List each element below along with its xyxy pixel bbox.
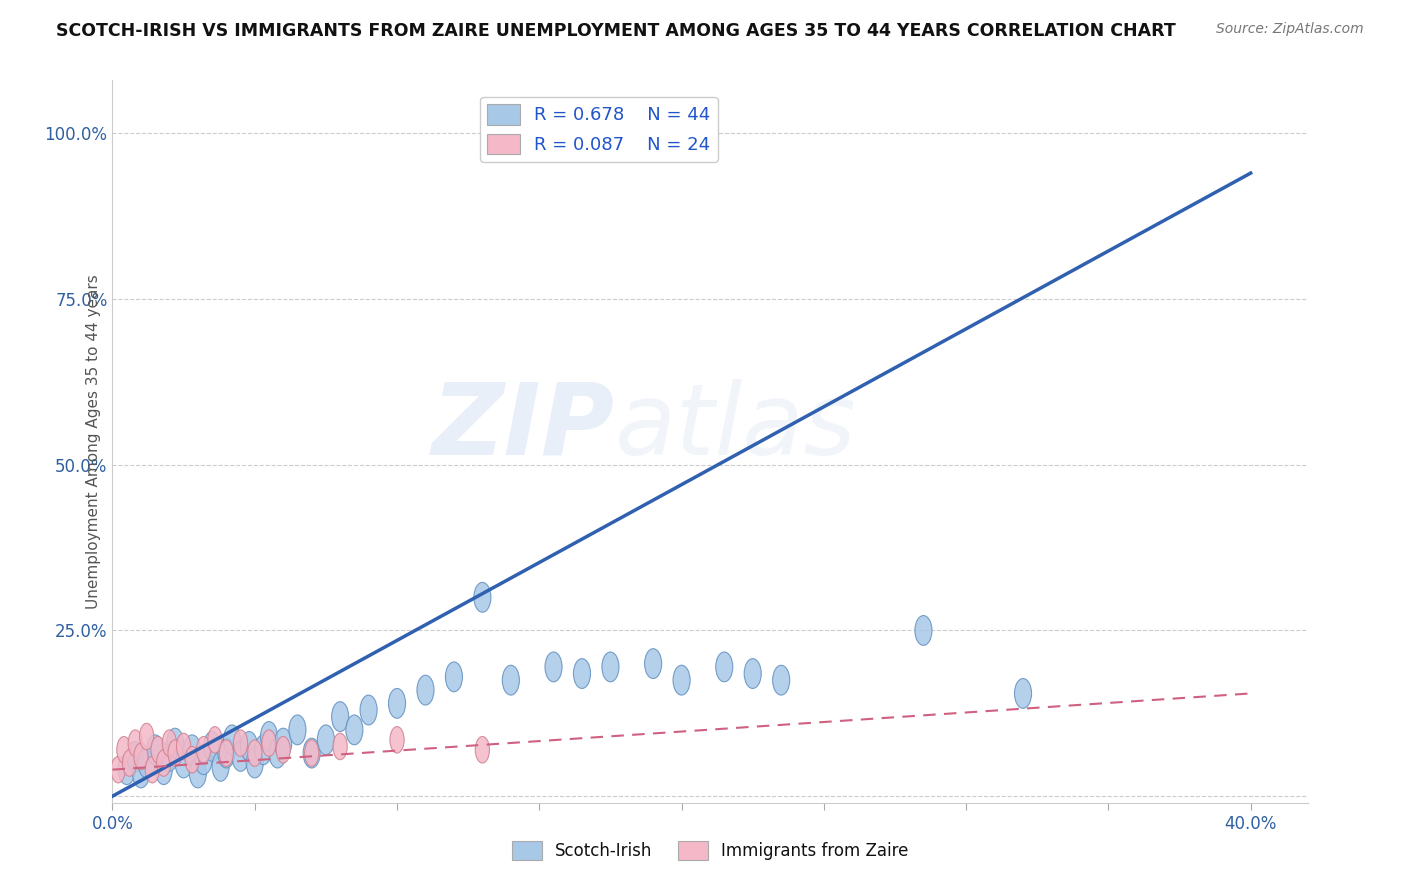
Ellipse shape xyxy=(128,730,142,756)
Ellipse shape xyxy=(145,756,159,783)
Ellipse shape xyxy=(1015,679,1032,708)
Y-axis label: Unemployment Among Ages 35 to 44 years: Unemployment Among Ages 35 to 44 years xyxy=(86,274,101,609)
Ellipse shape xyxy=(246,748,263,778)
Legend: Scotch-Irish, Immigrants from Zaire: Scotch-Irish, Immigrants from Zaire xyxy=(505,834,915,867)
Ellipse shape xyxy=(644,648,662,679)
Ellipse shape xyxy=(195,745,212,774)
Ellipse shape xyxy=(546,652,562,681)
Ellipse shape xyxy=(276,737,290,763)
Ellipse shape xyxy=(184,735,201,764)
Text: Source: ZipAtlas.com: Source: ZipAtlas.com xyxy=(1216,22,1364,37)
Ellipse shape xyxy=(166,728,184,758)
Ellipse shape xyxy=(150,737,165,763)
Ellipse shape xyxy=(117,737,131,763)
Ellipse shape xyxy=(716,652,733,681)
Ellipse shape xyxy=(915,615,932,646)
Ellipse shape xyxy=(304,739,321,768)
Ellipse shape xyxy=(219,739,233,766)
Ellipse shape xyxy=(186,747,200,773)
Ellipse shape xyxy=(218,739,235,768)
Ellipse shape xyxy=(160,741,179,772)
Ellipse shape xyxy=(162,730,177,756)
Ellipse shape xyxy=(389,727,404,753)
Text: SCOTCH-IRISH VS IMMIGRANTS FROM ZAIRE UNEMPLOYMENT AMONG AGES 35 TO 44 YEARS COR: SCOTCH-IRISH VS IMMIGRANTS FROM ZAIRE UN… xyxy=(56,22,1175,40)
Ellipse shape xyxy=(773,665,790,695)
Ellipse shape xyxy=(474,582,491,612)
Ellipse shape xyxy=(204,731,221,762)
Ellipse shape xyxy=(254,735,271,764)
Ellipse shape xyxy=(212,751,229,781)
Ellipse shape xyxy=(122,750,136,776)
Ellipse shape xyxy=(446,662,463,692)
Ellipse shape xyxy=(333,733,347,760)
Ellipse shape xyxy=(134,743,148,770)
Ellipse shape xyxy=(176,748,193,778)
Ellipse shape xyxy=(232,741,249,772)
Ellipse shape xyxy=(346,715,363,745)
Ellipse shape xyxy=(155,755,173,785)
Ellipse shape xyxy=(156,750,170,776)
Ellipse shape xyxy=(233,730,247,756)
Text: atlas: atlas xyxy=(614,378,856,475)
Ellipse shape xyxy=(247,739,262,766)
Ellipse shape xyxy=(139,723,153,750)
Ellipse shape xyxy=(274,728,292,758)
Ellipse shape xyxy=(262,730,276,756)
Ellipse shape xyxy=(502,665,519,695)
Ellipse shape xyxy=(197,737,211,763)
Ellipse shape xyxy=(744,658,761,689)
Ellipse shape xyxy=(260,722,277,751)
Ellipse shape xyxy=(190,758,207,788)
Ellipse shape xyxy=(111,756,125,783)
Ellipse shape xyxy=(224,725,240,755)
Ellipse shape xyxy=(146,735,163,764)
Ellipse shape xyxy=(177,733,191,760)
Ellipse shape xyxy=(208,727,222,753)
Ellipse shape xyxy=(132,758,149,788)
Ellipse shape xyxy=(167,739,183,766)
Ellipse shape xyxy=(127,741,143,772)
Ellipse shape xyxy=(388,689,405,718)
Ellipse shape xyxy=(574,658,591,689)
Ellipse shape xyxy=(240,731,257,762)
Ellipse shape xyxy=(138,748,155,778)
Ellipse shape xyxy=(475,737,489,763)
Ellipse shape xyxy=(305,739,319,766)
Ellipse shape xyxy=(673,665,690,695)
Ellipse shape xyxy=(118,755,135,785)
Ellipse shape xyxy=(418,675,434,705)
Ellipse shape xyxy=(318,725,335,755)
Ellipse shape xyxy=(602,652,619,681)
Text: ZIP: ZIP xyxy=(432,378,614,475)
Ellipse shape xyxy=(360,695,377,725)
Ellipse shape xyxy=(288,715,307,745)
Ellipse shape xyxy=(332,702,349,731)
Ellipse shape xyxy=(269,739,285,768)
